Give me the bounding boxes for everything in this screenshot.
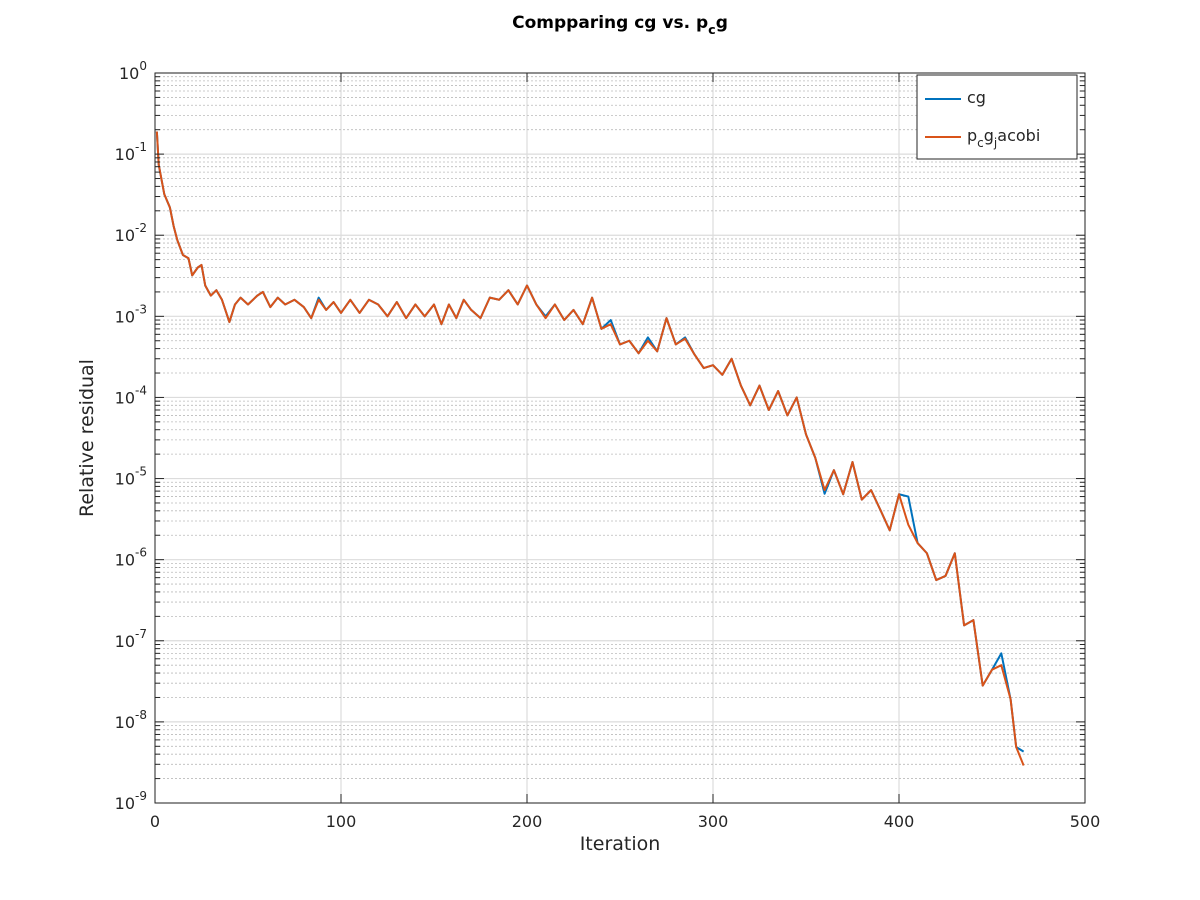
exponent: -1: [135, 140, 147, 154]
y-tick-label: 10-6: [115, 546, 147, 570]
exponent: -6: [135, 546, 147, 560]
base: 10: [115, 470, 135, 489]
exponent: -8: [135, 708, 147, 722]
x-tick-label: 200: [512, 812, 543, 831]
y-tick-label: 10-2: [115, 221, 147, 245]
legend-label: pcgjacobi: [967, 126, 1040, 150]
exponent: -9: [135, 789, 147, 803]
x-tick-label: 0: [150, 812, 160, 831]
exponent: -5: [135, 465, 147, 479]
y-tick-label: 10-4: [115, 383, 147, 407]
chart-title: Compparing cg vs. pcg: [512, 13, 728, 38]
exponent: -3: [135, 302, 147, 316]
y-tick-label: 100: [119, 59, 147, 83]
run: cg: [967, 88, 986, 107]
run: g: [984, 126, 994, 145]
y-tick-label: 10-8: [115, 708, 147, 732]
plot-area: [155, 73, 1085, 803]
base: 10: [115, 307, 135, 326]
base: 10: [115, 794, 135, 813]
x-tick-label: 400: [884, 812, 915, 831]
exponent: 0: [139, 59, 147, 73]
legend-box: [916, 74, 1078, 160]
base: 10: [115, 388, 135, 407]
run: Compparing cg vs. p: [512, 13, 708, 33]
y-tick-label: 10-7: [115, 627, 147, 651]
y-tick-label: 10-3: [115, 302, 147, 326]
x-tick-label: 300: [698, 812, 729, 831]
x-axis-label: Iteration: [580, 833, 661, 855]
run: acobi: [997, 126, 1040, 145]
x-tick-label: 100: [326, 812, 357, 831]
labels: 0 100 200 300 400 50010-910-810-710-610-510-4…: [115, 59, 1101, 831]
lines: [155, 131, 1025, 766]
axes-box: [154, 72, 1086, 804]
legend-label: cg: [967, 88, 986, 107]
y-tick-label: 10-1: [115, 140, 147, 164]
sub-run: j: [993, 136, 997, 150]
run: g: [716, 13, 728, 33]
exponent: -7: [135, 627, 147, 641]
base: 10: [119, 64, 139, 83]
y-axis-label: Relative residual: [76, 359, 98, 517]
y-tick-label: 10-9: [115, 789, 147, 813]
exponent: -2: [135, 221, 147, 235]
exponent: -4: [135, 383, 147, 397]
base: 10: [115, 551, 135, 570]
sub-run: c: [708, 23, 716, 38]
base: 10: [115, 145, 135, 164]
run: p: [967, 126, 977, 145]
sub-run: c: [977, 136, 984, 150]
base: 10: [115, 226, 135, 245]
y-tick-label: 10-5: [115, 465, 147, 489]
base: 10: [115, 632, 135, 651]
x-tick-label: 500: [1070, 812, 1101, 831]
base: 10: [115, 713, 135, 732]
series-line: [155, 131, 1025, 766]
